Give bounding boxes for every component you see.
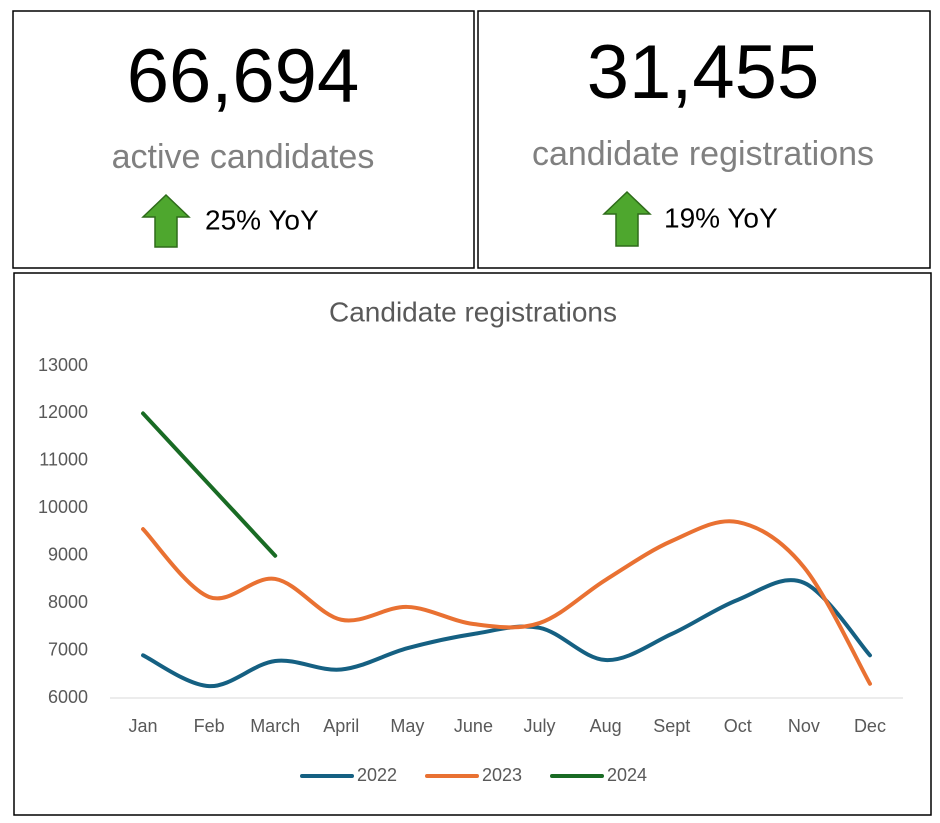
y-tick-label: 10000 bbox=[38, 497, 88, 517]
y-tick-label: 8000 bbox=[48, 592, 88, 612]
legend-label: 2023 bbox=[482, 765, 522, 785]
x-tick-label: June bbox=[454, 716, 493, 736]
x-tick-label: Feb bbox=[194, 716, 225, 736]
kpi-label: active candidates bbox=[112, 138, 375, 176]
kpi-card bbox=[12, 10, 475, 269]
series-line bbox=[141, 411, 278, 558]
chart-title: Candidate registrations bbox=[329, 296, 617, 327]
x-tick-label: Oct bbox=[724, 716, 752, 736]
kpi-value: 31,455 bbox=[587, 30, 819, 115]
x-tick-label: Dec bbox=[854, 716, 886, 736]
chart-box bbox=[13, 272, 932, 816]
x-tick-label: July bbox=[524, 716, 556, 736]
y-tick-label: 13000 bbox=[38, 355, 88, 375]
x-tick-label: Aug bbox=[590, 716, 622, 736]
y-tick-label: 9000 bbox=[48, 544, 88, 564]
up-arrow bbox=[602, 190, 652, 247]
x-tick-label: Jan bbox=[129, 716, 158, 736]
y-tick-label: 12000 bbox=[38, 402, 88, 422]
x-tick-label: April bbox=[323, 716, 359, 736]
series-line bbox=[141, 519, 872, 686]
legend-label: 2022 bbox=[357, 765, 397, 785]
x-tick-label: March bbox=[250, 716, 300, 736]
kpi-label: candidate registrations bbox=[532, 135, 874, 173]
y-tick-label: 6000 bbox=[48, 687, 88, 707]
kpi-card bbox=[477, 10, 931, 269]
y-tick-label: 7000 bbox=[48, 639, 88, 659]
kpi-change: 25% YoY bbox=[205, 204, 319, 235]
x-tick-label: May bbox=[390, 716, 424, 736]
up-arrow bbox=[141, 193, 191, 248]
kpi-change: 19% YoY bbox=[664, 202, 778, 233]
y-tick-label: 11000 bbox=[39, 450, 88, 470]
legend-label: 2024 bbox=[607, 765, 647, 785]
kpi-value: 66,694 bbox=[127, 34, 359, 119]
x-tick-label: Nov bbox=[788, 716, 820, 736]
x-tick-label: Sept bbox=[653, 716, 690, 736]
